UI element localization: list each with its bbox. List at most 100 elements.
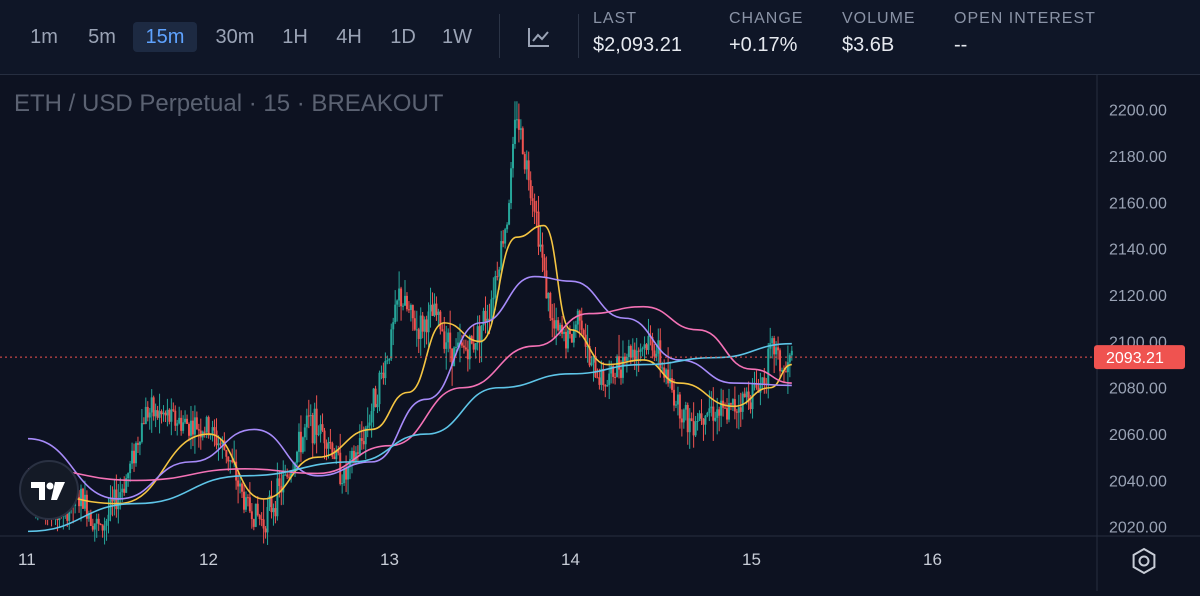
price-tick-label: 2180.00 — [1109, 149, 1167, 166]
candle-body — [631, 349, 634, 358]
stat-volume: VOLUME $3.6B — [842, 10, 916, 57]
candle-body — [260, 518, 263, 520]
candle-body — [441, 329, 444, 332]
candle-body — [779, 350, 782, 372]
candle-body — [335, 449, 338, 460]
price-chart[interactable]: 2020.002040.002060.002080.002100.002120.… — [0, 75, 1200, 591]
candle-body — [294, 462, 297, 471]
candle-body — [188, 424, 191, 436]
candle-body — [788, 355, 791, 363]
candle-body — [521, 128, 524, 155]
candle-body — [741, 393, 744, 412]
settings-gear-icon[interactable] — [1130, 547, 1158, 575]
candle-body — [661, 367, 664, 369]
candle-body — [219, 443, 222, 445]
candle-body — [747, 391, 750, 403]
candle-body — [148, 412, 151, 418]
timeframe-1d[interactable]: 1D — [390, 26, 416, 48]
candle-body — [429, 304, 432, 312]
candle-body — [777, 347, 780, 351]
candle-body — [488, 318, 491, 320]
candle-body — [405, 295, 408, 310]
candle-body — [337, 449, 340, 453]
candle-body — [790, 350, 793, 356]
candle-body — [286, 474, 289, 477]
timeframe-5m[interactable]: 5m — [88, 26, 116, 48]
candle-body — [164, 412, 167, 416]
candle-body — [415, 329, 418, 331]
candle-body — [154, 410, 157, 417]
candle-body — [376, 404, 379, 408]
candle-body — [174, 410, 177, 426]
candle-body — [700, 413, 703, 419]
candle-body — [684, 404, 687, 410]
candle-body — [688, 418, 691, 433]
timeframe-15m[interactable]: 15m — [133, 22, 197, 52]
candle-body — [588, 345, 591, 366]
candle-body — [651, 337, 654, 351]
candle-body — [239, 483, 242, 487]
timeframe-1m[interactable]: 1m — [30, 26, 58, 48]
candle-body — [437, 311, 440, 315]
candle-body — [580, 320, 583, 330]
candle-body — [380, 372, 383, 374]
candle-body — [325, 443, 328, 449]
candle-body — [123, 488, 126, 493]
tradingview-logo-icon[interactable] — [19, 460, 79, 520]
candle-body — [244, 497, 247, 510]
candle-body — [686, 404, 689, 433]
candle-body — [716, 409, 719, 418]
candle-body — [237, 480, 240, 487]
stat-open-interest-label: OPEN INTEREST — [954, 10, 1096, 27]
candle-body — [737, 407, 740, 413]
candle-body — [623, 356, 626, 361]
timeframe-1w[interactable]: 1W — [442, 26, 472, 48]
candle-body — [93, 523, 96, 530]
candle-body — [111, 499, 114, 502]
time-tick-label: 15 — [742, 550, 761, 569]
candle-body — [543, 257, 546, 271]
candle-body — [663, 367, 666, 378]
candle-body — [665, 369, 668, 378]
candle-body — [180, 417, 183, 431]
timeframe-30m[interactable]: 30m — [215, 26, 255, 48]
candle-body — [360, 438, 363, 441]
candle-body — [645, 344, 648, 350]
time-tick-label: 12 — [199, 550, 218, 569]
candle-body — [635, 350, 638, 362]
candle-body — [266, 507, 269, 533]
candle-body — [213, 427, 216, 431]
candle-body — [598, 377, 601, 385]
moving-average-line-ma-long — [27, 342, 792, 533]
chart-area[interactable]: 2020.00 2040.00 2060.00 2080.00 2100.00 2120.… — [0, 75, 1200, 591]
candle-body — [417, 329, 420, 339]
candle-body — [235, 461, 238, 481]
candle-body — [529, 180, 532, 199]
candle-body — [323, 430, 326, 444]
timeframe-4h[interactable]: 4H — [336, 26, 362, 48]
line-chart-icon[interactable] — [527, 26, 551, 48]
candle-body — [68, 508, 71, 521]
candle-body — [678, 394, 681, 419]
candle-body — [673, 389, 676, 406]
timeframe-1h[interactable]: 1H — [282, 26, 308, 48]
candle-body — [388, 358, 391, 361]
stat-change-value: +0.17% — [729, 34, 798, 56]
candle-body — [496, 276, 499, 278]
candle-body — [745, 391, 748, 398]
candle-body — [502, 241, 505, 244]
candle-body — [421, 315, 424, 332]
candle-body — [350, 450, 353, 460]
candle-body — [113, 489, 116, 502]
candle-body — [447, 332, 450, 343]
candle-body — [382, 372, 385, 379]
candle-body — [570, 334, 573, 343]
candle-body — [653, 350, 656, 357]
candle-body — [698, 413, 701, 421]
candle-body — [280, 486, 283, 493]
moving-average-line-ma-fast — [27, 224, 793, 505]
candle-body — [276, 478, 279, 517]
candle-body — [374, 388, 377, 408]
candle-body — [537, 211, 540, 247]
candle-body — [299, 431, 302, 453]
